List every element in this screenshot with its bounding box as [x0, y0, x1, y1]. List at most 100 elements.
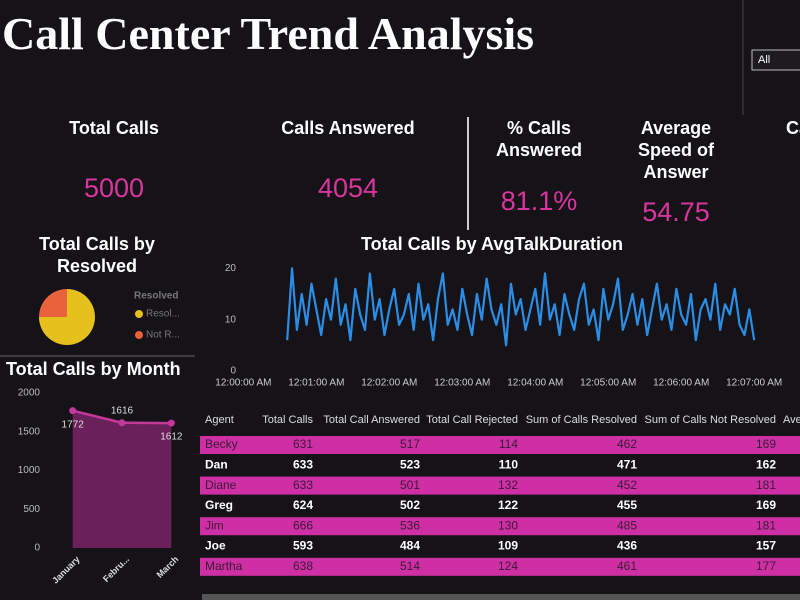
table-cell: Dan — [205, 457, 228, 471]
table-header: Total Call Answered — [323, 414, 420, 426]
table-cell: 502 — [400, 498, 420, 512]
table-header: Ave — [783, 414, 800, 426]
table-cell: 110 — [499, 457, 519, 471]
value-label: 1616 — [111, 405, 134, 416]
table-row-band — [200, 436, 800, 454]
pie-slice — [39, 289, 67, 317]
x-tick-label: March — [155, 554, 181, 580]
table-cell: 181 — [756, 518, 776, 532]
y-tick-label: 10 — [225, 314, 237, 325]
kpi-label: Total Calls — [69, 118, 159, 138]
y-tick-label: 500 — [23, 504, 40, 515]
table-cell: 455 — [617, 498, 637, 512]
x-tick-label: 12:04:00 AM — [507, 378, 563, 389]
legend-swatch — [135, 310, 143, 318]
kpi-label: Cal — [785, 118, 800, 138]
table-cell: 514 — [400, 559, 420, 573]
table-cell: 631 — [293, 437, 313, 451]
table-cell: Becky — [205, 437, 238, 451]
y-tick-label: 0 — [230, 366, 236, 377]
table-cell: 114 — [499, 437, 518, 451]
x-tick-label: 12:00:00 AM — [215, 378, 271, 389]
y-tick-label: 1500 — [18, 426, 41, 437]
slicer-box[interactable] — [751, 49, 800, 71]
kpi-label: % Calls Answered — [495, 118, 583, 160]
table-cell: Jim — [205, 518, 224, 532]
table-cell: Martha — [205, 559, 243, 573]
area-fill — [72, 410, 172, 548]
legend-label: Resol... — [146, 309, 180, 320]
legend-title: Resolved — [134, 291, 178, 302]
table-cell: 501 — [400, 478, 420, 492]
y-tick-label: 2000 — [18, 388, 41, 399]
table-header: Total Calls — [262, 414, 313, 426]
table-cell: 484 — [400, 539, 420, 553]
table-cell: 471 — [617, 457, 637, 471]
scrollbar[interactable] — [202, 594, 800, 600]
line-series — [286, 267, 756, 347]
value-label: 1612 — [160, 432, 183, 443]
table-cell: 122 — [498, 498, 518, 512]
slicer-value[interactable]: All — [758, 54, 770, 66]
table-row-band — [200, 476, 800, 495]
table-cell: 157 — [756, 539, 776, 553]
table-cell: 452 — [617, 478, 637, 492]
table-cell: Joe — [205, 539, 226, 553]
legend-label: Not R... — [146, 330, 180, 341]
table-cell: 181 — [756, 478, 776, 492]
chart-title: Total Calls by AvgTalkDuration — [360, 234, 624, 254]
table-cell: 633 — [293, 478, 313, 492]
table-cell: 462 — [617, 437, 637, 451]
x-tick-label: 12:05:00 AM — [580, 378, 636, 389]
table-cell: 523 — [400, 457, 420, 471]
table-cell: 130 — [498, 518, 518, 532]
x-tick-label: January — [50, 554, 81, 585]
y-tick-label: 20 — [225, 263, 237, 274]
table-cell: 162 — [756, 457, 776, 471]
table-header: Sum of Calls Not Resolved — [645, 414, 776, 426]
x-tick-label: 12:01:00 AM — [288, 378, 344, 389]
table-cell: 109 — [498, 539, 518, 553]
kpi-label: Average Speed of Answer — [637, 118, 714, 182]
table-cell: 536 — [400, 518, 420, 532]
chart-title: Total Calls by Resolved — [39, 234, 155, 276]
table-cell: 177 — [756, 559, 776, 573]
x-tick-label: 12:03:00 AM — [434, 378, 490, 389]
table-cell: 169 — [756, 437, 776, 451]
area-point — [118, 419, 126, 427]
table-cell: 461 — [617, 559, 637, 573]
kpi-value: 54.75 — [642, 197, 710, 227]
table-cell: 169 — [756, 498, 776, 512]
table-header: Agent — [205, 414, 234, 426]
y-tick-label: 0 — [34, 543, 40, 554]
page-title: Call Center Trend Analysis — [2, 8, 535, 59]
kpi-value: 81.1% — [500, 186, 578, 216]
kpi-value: 4054 — [317, 173, 379, 203]
value-label: 1772 — [62, 419, 85, 430]
x-tick-label: Febru... — [101, 554, 131, 584]
table-cell: 624 — [293, 498, 313, 512]
table-cell: 436 — [617, 539, 637, 553]
y-tick-label: 1000 — [18, 465, 41, 476]
table-cell: 132 — [498, 478, 518, 492]
table-header: Sum of Calls Resolved — [526, 414, 637, 426]
table-row-band — [200, 517, 800, 536]
table-cell: 593 — [293, 539, 313, 553]
table-header: Total Call Rejected — [426, 414, 518, 426]
table-row-band — [200, 557, 800, 576]
x-tick-label: 12:07:00 AM — [726, 378, 782, 389]
table-cell: 666 — [293, 518, 313, 532]
table-cell: Diane — [205, 478, 237, 492]
table-cell: 633 — [293, 457, 313, 471]
table-cell: 638 — [293, 559, 313, 573]
legend-swatch — [135, 331, 143, 339]
chart-title: Total Calls by Month — [6, 359, 181, 379]
table-cell: 517 — [400, 437, 420, 451]
table-cell: Greg — [205, 498, 233, 512]
x-tick-label: 12:06:00 AM — [653, 378, 709, 389]
kpi-label: Calls Answered — [281, 118, 415, 138]
table-cell: 485 — [617, 518, 637, 532]
area-point — [167, 419, 175, 427]
